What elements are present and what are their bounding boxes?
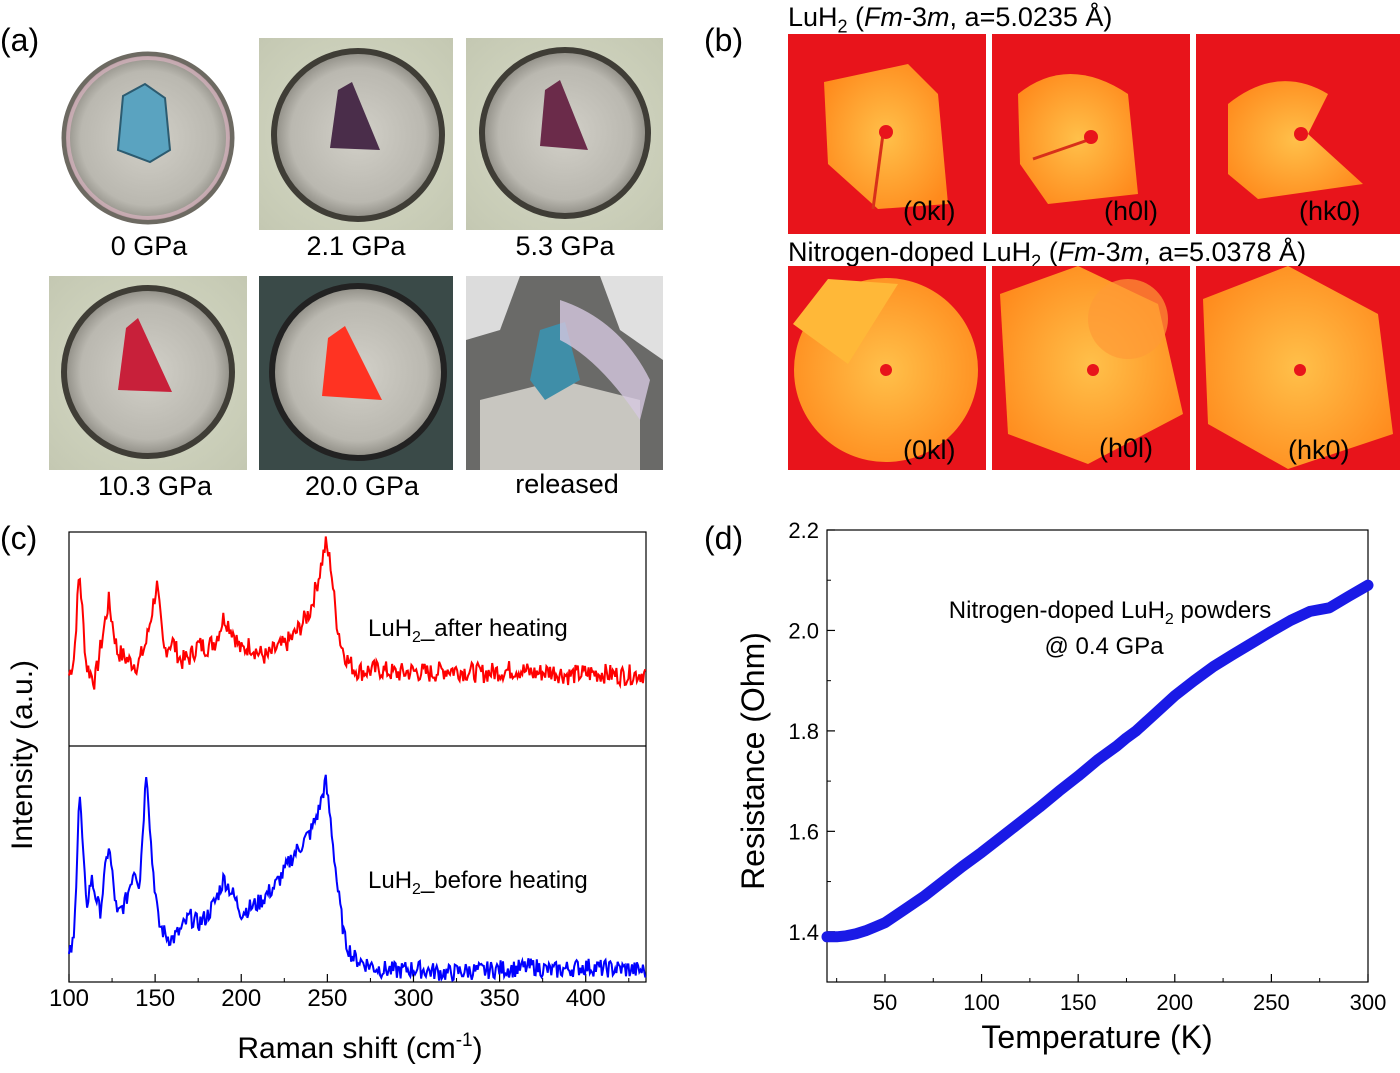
chart-d-ylabel: Resistance (Ohm)	[735, 632, 771, 890]
diffraction-lu-hk0	[1196, 34, 1400, 234]
chart-c-xtick-label: 300	[393, 985, 433, 1012]
chart-d-ytick-label: 1.8	[788, 719, 819, 744]
chart-c-xtick-label: 200	[221, 985, 261, 1012]
chart-c: 100 150 200 250 300 350 400 Intensity (a.u.) R…	[6, 531, 647, 1065]
panel-d-label: (d)	[704, 520, 744, 556]
panel-b-diffraction	[788, 34, 1400, 470]
panel-b-row1-title: LuH2 (Fm-3m, a=5.0235 Å)	[788, 2, 1113, 37]
chart-d-ytick-label: 2.2	[788, 518, 819, 543]
caption-20gpa: 20.0 GPa	[304, 471, 420, 501]
plane-label-lu-hk0: (hk0)	[1299, 196, 1361, 226]
plane-label-nlu-h0l: (h0l)	[1099, 433, 1154, 463]
diffraction-lu-0kl	[788, 34, 986, 234]
chart-d-xtick-label: 150	[1060, 990, 1097, 1015]
panel-b-row2-title: Nitrogen-doped LuH2 (Fm-3m, a=5.0378 Å)	[788, 237, 1307, 272]
photo-20gpa	[259, 276, 453, 470]
legend-after-heating: LuH2_after heating	[368, 615, 568, 646]
panel-b-label: (b)	[704, 22, 744, 58]
legend-before-heating: LuH2_before heating	[368, 867, 588, 898]
chart-c-xticks: 100 150 200 250 300 350 400	[49, 974, 630, 1012]
caption-2p1gpa: 2.1 GPa	[306, 231, 406, 261]
diffraction-nlu-0kl	[788, 266, 986, 470]
series-resistance	[821, 579, 1374, 943]
diffraction-lu-h0l	[992, 34, 1190, 234]
plane-label-nlu-hk0: (hk0)	[1288, 435, 1350, 465]
caption-5p3gpa: 5.3 GPa	[515, 231, 615, 261]
chart-d-annotation-line1: Nitrogen-doped LuH2 powders	[949, 597, 1271, 628]
photo-released	[466, 276, 663, 470]
diffraction-nlu-h0l	[992, 266, 1190, 470]
chart-c-xtick-label: 250	[307, 985, 347, 1012]
plane-label-lu-h0l: (h0l)	[1104, 196, 1159, 226]
series-after-heating	[68, 536, 647, 690]
chart-c-ylabel: Intensity (a.u.)	[6, 660, 39, 850]
chart-d-xtick-label: 50	[873, 990, 897, 1015]
chart-c-xlabel: Raman shift (cm-1)	[237, 1030, 482, 1065]
chart-d-xtick-label: 100	[963, 990, 1000, 1015]
panel-c-label: (c)	[0, 520, 38, 556]
chart-c-xtick-label: 100	[49, 985, 89, 1012]
caption-released: released	[515, 469, 619, 499]
panel-a-photos	[49, 38, 663, 470]
chart-d-xtick-label: 250	[1253, 990, 1290, 1015]
caption-0gpa: 0 GPa	[110, 231, 188, 261]
plane-label-nlu-0kl: (0kl)	[903, 435, 956, 465]
photo-10p3gpa	[49, 276, 247, 470]
chart-c-frame	[68, 531, 647, 983]
chart-d-xtick-label: 300	[1350, 990, 1387, 1015]
photo-2p1gpa	[259, 38, 453, 230]
series-before-heating	[68, 774, 647, 983]
chart-d-ytick-label: 2.0	[788, 618, 819, 643]
chart-c-xtick-label: 400	[566, 985, 606, 1012]
diffraction-nlu-hk0	[1196, 266, 1400, 470]
plane-label-lu-0kl: (0kl)	[903, 196, 956, 226]
panel-a-label: (a)	[0, 22, 40, 58]
photo-5p3gpa	[466, 38, 663, 230]
chart-d-ytick-label: 1.6	[788, 819, 819, 844]
chart-c-xtick-label: 150	[135, 985, 175, 1012]
chart-d-axes: 50 100 150 200 250 300 1.4 1.6 1.8 2.0 2.2	[788, 518, 1386, 1015]
caption-10p3gpa: 10.3 GPa	[97, 471, 213, 501]
chart-d: 50 100 150 200 250 300 1.4 1.6 1.8 2.0 2.2 Resista…	[735, 518, 1386, 1055]
chart-d-frame	[826, 529, 1369, 983]
chart-c-xtick-label: 350	[480, 985, 520, 1012]
chart-d-xtick-label: 200	[1156, 990, 1193, 1015]
chart-d-ytick-label: 1.4	[788, 920, 819, 945]
chart-d-annotation-line2: @ 0.4 GPa	[1044, 633, 1164, 660]
chart-d-xlabel: Temperature (K)	[981, 1019, 1212, 1055]
photo-0gpa	[52, 40, 247, 230]
